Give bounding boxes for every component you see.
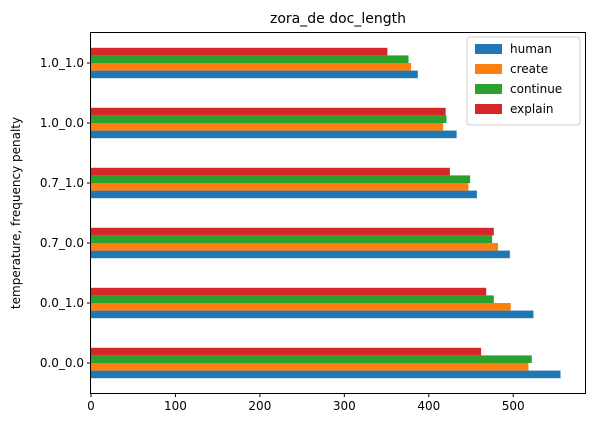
bar-create-0.7_0.0: [91, 243, 499, 251]
legend-label-explain: explain: [510, 102, 554, 116]
bar-explain-1.0_0.0: [91, 107, 446, 116]
bar-create-0.0_1.0: [91, 303, 511, 311]
legend-box: [466, 36, 581, 126]
bar-explain-0.7_1.0: [91, 167, 450, 176]
legend-swatch-create: [475, 64, 502, 74]
legend-label-human: human: [510, 42, 552, 56]
bar-human-1.0_0.0: [91, 130, 457, 139]
legend-swatch-human: [475, 44, 502, 54]
legend-swatch-explain: [475, 104, 502, 114]
y-tick-label: 1.0_0.0: [40, 116, 84, 130]
bar-human-1.0_1.0: [91, 70, 418, 79]
y-axis-label: temperature, frequency penalty: [9, 117, 23, 309]
chart-title: zora_de doc_length: [270, 11, 406, 27]
bar-continue-0.7_1.0: [91, 175, 471, 183]
bar-create-0.7_1.0: [91, 183, 469, 191]
y-tick-label: 0.0_0.0: [40, 356, 84, 370]
bar-create-1.0_0.0: [91, 123, 444, 131]
bar-human-0.0_0.0: [91, 370, 561, 379]
bar-continue-0.0_1.0: [91, 295, 494, 303]
x-tick-label: 300: [333, 399, 356, 413]
bar-human-0.7_1.0: [91, 190, 477, 199]
bar-human-0.7_0.0: [91, 250, 510, 259]
bar-continue-1.0_1.0: [91, 55, 409, 63]
bar-continue-0.7_0.0: [91, 235, 493, 243]
legend-label-create: create: [510, 62, 548, 76]
bar-create-1.0_1.0: [91, 63, 412, 71]
bar-create-0.0_0.0: [91, 363, 529, 371]
plot-frame: [90, 32, 586, 394]
bar-explain-0.7_0.0: [91, 227, 494, 236]
x-tick-label: 100: [164, 399, 187, 413]
y-axis: 0.0_0.0 0.0_1.0 0.7_0.0 0.7_1.0 1.0_0.0 1.0_1…: [40, 56, 91, 370]
bars-layer: [91, 47, 561, 379]
bar-human-0.0_1.0: [91, 310, 534, 319]
legend: human create continue explain: [466, 36, 581, 126]
x-tick-label: 0: [87, 399, 95, 413]
x-axis: 0 100 200 300 400 500: [87, 393, 525, 413]
x-tick-label: 400: [417, 399, 440, 413]
y-tick-label: 0.0_1.0: [40, 296, 84, 310]
bar-continue-0.0_0.0: [91, 355, 532, 363]
legend-swatch-continue: [475, 84, 502, 94]
y-tick-label: 0.7_0.0: [40, 236, 84, 250]
bar-continue-1.0_0.0: [91, 115, 447, 123]
legend-label-continue: continue: [510, 82, 562, 96]
bar-explain-0.0_0.0: [91, 347, 482, 356]
bar-explain-0.0_1.0: [91, 287, 487, 296]
y-tick-label: 0.7_1.0: [40, 176, 84, 190]
x-tick-label: 200: [248, 399, 271, 413]
y-tick-label: 1.0_1.0: [40, 56, 84, 70]
bar-explain-1.0_1.0: [91, 47, 388, 56]
x-tick-label: 500: [502, 399, 525, 413]
